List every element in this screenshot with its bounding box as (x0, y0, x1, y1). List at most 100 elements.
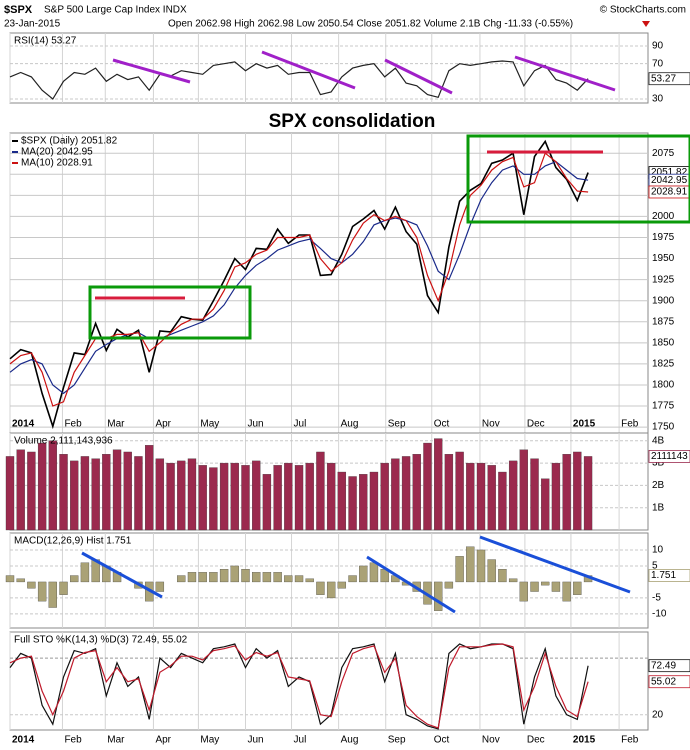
panel-title: MACD(12,26,9) Hist 1.751 (14, 536, 132, 547)
bar (155, 458, 165, 531)
x-tick-label: Feb (621, 419, 639, 430)
end-label-box (648, 659, 690, 673)
trend-line (384, 58, 453, 95)
end-label: 2028.91 (651, 187, 688, 198)
y-tick-label: 1900 (652, 295, 675, 306)
down-arrow (642, 21, 650, 27)
y-tick-label: 1B (652, 502, 665, 513)
bar (573, 451, 582, 531)
bar (209, 572, 218, 583)
bar (16, 449, 25, 531)
bar (59, 454, 68, 531)
trend-line (261, 50, 356, 90)
end-label-box (648, 569, 690, 582)
trend-line (112, 58, 191, 84)
series-line (9, 161, 589, 395)
bar (508, 460, 518, 531)
y-tick-label: 20 (652, 709, 664, 720)
end-label: 53.27 (651, 73, 676, 84)
bar (187, 572, 197, 583)
bar (262, 572, 272, 583)
bar (316, 451, 325, 531)
bar (112, 449, 122, 531)
bar (423, 442, 432, 531)
x-tick-label: Jul (294, 419, 307, 430)
end-label-box (648, 450, 690, 463)
bar (412, 454, 421, 531)
bar (359, 565, 368, 583)
bar (80, 456, 90, 531)
end-label-box (648, 185, 690, 199)
bar (476, 549, 486, 583)
y-tick-label: 1850 (652, 337, 675, 348)
y-tick-label: 70 (652, 58, 664, 69)
trend-line (514, 55, 616, 92)
x-tick-label: 2014 (12, 735, 35, 746)
x-tick-label: Feb (64, 419, 82, 430)
bar (241, 465, 250, 531)
bar (348, 575, 357, 583)
bar (80, 562, 90, 583)
y-tick-label: 1775 (652, 401, 675, 412)
bar (262, 474, 272, 531)
x-tick-label: Nov (482, 419, 500, 430)
bar (27, 451, 36, 531)
bar (434, 438, 443, 531)
x-tick-label: Oct (434, 735, 450, 746)
bar (305, 578, 314, 583)
bar (380, 462, 389, 531)
x-tick-label: May (200, 735, 219, 746)
y-tick-label: 2B (652, 480, 665, 491)
x-tick-label: 2015 (573, 419, 596, 430)
symbol: $SPX (4, 4, 33, 16)
bar (219, 568, 229, 583)
x-tick-label: 2014 (12, 419, 35, 430)
y-tick-label: 2075 (652, 148, 675, 159)
bar (252, 460, 261, 531)
end-label: 72.49 (651, 660, 676, 671)
legend-label: MA(20) 2042.95 (21, 147, 93, 158)
x-tick-label: May (200, 419, 219, 430)
bar (359, 474, 368, 531)
panel (9, 631, 649, 731)
y-tick-label: 5 (652, 561, 658, 572)
y-tick-label: 1825 (652, 359, 675, 370)
bar (230, 565, 239, 583)
bar (16, 578, 25, 583)
panel-title: Full STO %K(14,3) %D(3) 72.49, 55.02 (14, 635, 188, 646)
x-tick-label: Jul (294, 735, 307, 746)
bar (294, 465, 304, 531)
bar (487, 465, 496, 531)
bar (455, 451, 464, 531)
panel (9, 532, 649, 629)
bar (326, 462, 336, 531)
trend-line (479, 535, 631, 594)
y-tick-label: 1950 (652, 253, 675, 264)
bar (562, 581, 571, 602)
bar (70, 460, 79, 531)
series-line (9, 643, 589, 729)
bar (91, 458, 100, 531)
bar (519, 581, 528, 602)
source: © StockCharts.com (600, 5, 686, 16)
bar (401, 456, 411, 531)
bar (123, 451, 132, 531)
bar (177, 460, 186, 531)
x-tick-label: Oct (434, 419, 450, 430)
bar (551, 462, 561, 531)
bar (498, 471, 507, 531)
y-tick-label: 90 (652, 41, 664, 52)
bar (337, 581, 347, 589)
bar (434, 581, 443, 611)
bar (5, 575, 15, 583)
bar (498, 568, 507, 583)
bar (541, 581, 550, 586)
bar (177, 575, 186, 583)
bar (37, 442, 47, 531)
y-tick-label: 4B (652, 435, 665, 446)
bar (5, 456, 15, 531)
bar (466, 546, 475, 583)
bar (573, 581, 582, 595)
x-tick-label: Apr (155, 735, 171, 746)
x-tick-label: Jun (248, 735, 264, 746)
